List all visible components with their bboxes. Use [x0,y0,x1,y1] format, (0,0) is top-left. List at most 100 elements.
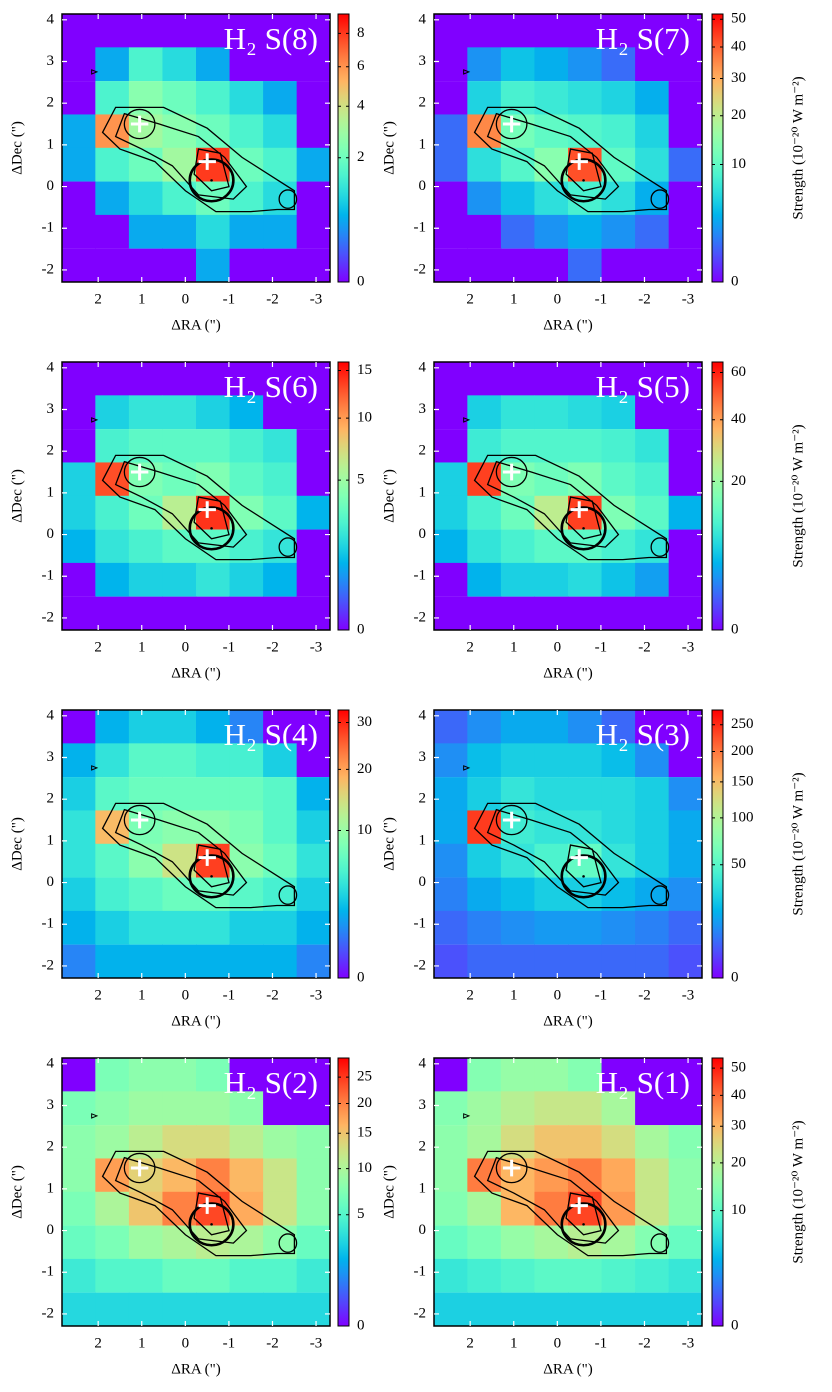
colorbar-tick-label: 6 [357,58,365,74]
y-tick-label: 3 [419,1097,427,1113]
heatmap-cell [534,1058,569,1092]
heatmap-cell [196,596,231,630]
heatmap-cell [62,1292,96,1326]
heatmap-cell [467,1058,502,1092]
x-tick-label: 2 [466,987,474,1003]
heatmap-cell [229,462,264,497]
heatmap-cell [128,1292,163,1326]
heatmap [62,362,330,630]
heatmap-cell [467,529,502,564]
heatmap-cell [263,910,298,945]
heatmap-cell [196,248,231,282]
heatmap-cell [601,214,636,249]
heatmap-cell [467,429,502,463]
panel-title: H₂ S(6) [224,369,318,404]
heatmap-cell [568,1091,603,1126]
heatmap-cell [568,1125,603,1159]
heatmap-cell [534,14,569,48]
heatmap-cell [296,596,330,630]
heatmap-cell [95,114,130,149]
y-tick-label: -2 [414,261,427,277]
heatmap-cell [263,1258,298,1293]
panel-title: H₂ S(2) [224,1065,318,1100]
panel-title: H₂ S(4) [224,717,318,752]
x-tick-label: -2 [266,291,279,307]
colorbar-tick-label: 40 [731,38,746,54]
colorbar-tick-label: 10 [731,156,746,172]
heatmap [62,710,330,978]
heatmap-cell [500,1091,535,1126]
heatmap-cell [296,1091,330,1126]
heatmap-cell [534,1292,569,1326]
heatmap-cell [263,562,298,597]
heatmap-cell [62,1125,96,1159]
heatmap-cell [467,395,502,430]
colorbar-tick-label: 200 [731,743,754,759]
heatmap-cell [128,529,163,564]
colorbar-tick-label: 20 [731,473,746,489]
heatmap-cell [635,710,670,744]
y-tick-label: -1 [42,568,55,584]
heatmap-cell [62,462,96,497]
x-tick-label: 2 [466,1335,474,1351]
x-tick-label: -3 [310,987,323,1003]
heatmap-cell [95,710,130,744]
heatmap-cell [635,777,670,811]
y-tick-label: 3 [47,749,55,765]
y-tick-label: 0 [419,874,427,890]
heatmap-cell [263,843,298,878]
heatmap-cell [668,248,702,282]
heatmap-cell [434,1191,468,1226]
y-tick-label: 2 [419,1139,427,1155]
heatmap-cell [601,777,636,811]
y-tick-label: 4 [419,707,427,723]
y-tick-label: 3 [47,401,55,417]
heatmap-cell [95,214,130,249]
heatmap-cell [434,47,468,82]
heatmap-cell [668,495,702,530]
colorbar-tick-label: 0 [731,1317,739,1333]
heatmap-cell [162,944,197,978]
heatmap-cell [62,362,96,396]
x-tick-label: -3 [682,1335,695,1351]
heatmap-cell [500,181,535,216]
heatmap-cell [296,1125,330,1159]
y-tick-label: 1 [47,136,55,152]
heatmap-cell [229,429,264,463]
heatmap-cell [635,462,670,497]
panel-title: H₂ S(5) [596,369,690,404]
heatmap-cell [568,777,603,811]
heatmap-cell [601,81,636,115]
heatmap-cell [162,1058,197,1092]
heatmap-cell [128,47,163,82]
heatmap-cell [263,114,298,149]
heatmap-cell [668,1125,702,1159]
heatmap-cell [162,743,197,778]
heatmap-cell [296,810,330,845]
heatmap-cell [95,181,130,216]
x-tick-label: -2 [638,987,651,1003]
x-tick-label: -1 [223,291,236,307]
heatmap-cell [229,1258,264,1293]
x-tick-label: 0 [182,987,190,1003]
heatmap-cell [229,810,264,845]
y-tick-label: 0 [419,178,427,194]
y-axis-label: ΔDec (") [381,469,397,523]
heatmap-cell [128,214,163,249]
heatmap-cell [635,114,670,149]
heatmap-cell [434,944,468,978]
heatmap-cell [434,743,468,778]
heatmap-cell [95,596,130,630]
y-axis-label: ΔDec (") [9,121,25,175]
heatmap-cell [635,395,670,430]
heatmap-cell [434,1058,468,1092]
heatmap-cell [568,362,603,396]
heatmap-cell [534,248,569,282]
colorbar-tick-label: 0 [357,1317,365,1333]
heatmap-cell [296,147,330,182]
heatmap-cell [434,362,468,396]
heatmap-cell [467,877,502,912]
x-tick-label: 0 [554,987,562,1003]
heatmap-cell [601,810,636,845]
x-tick-label: 2 [466,639,474,655]
